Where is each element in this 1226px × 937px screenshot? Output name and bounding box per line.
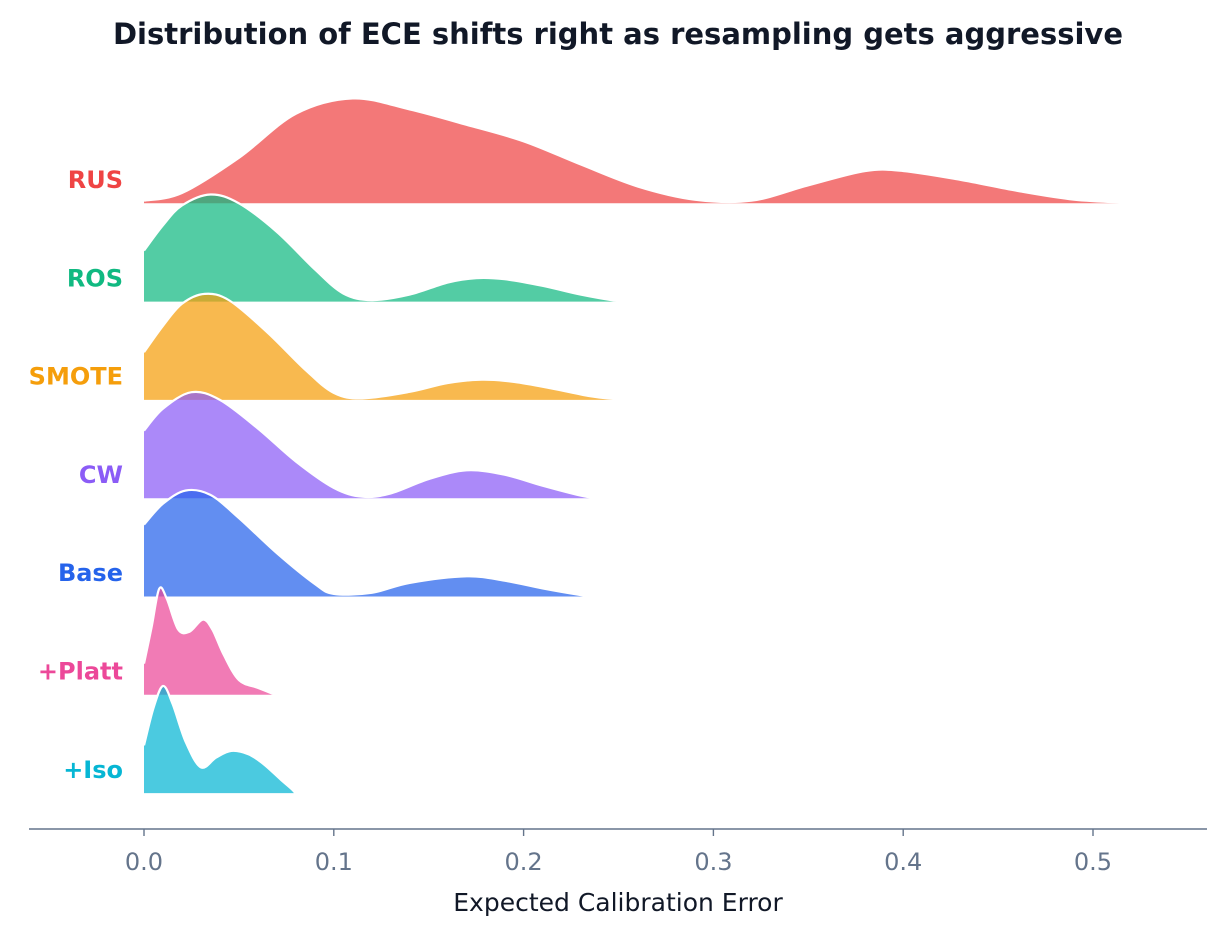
x-tick-label: 0.3 xyxy=(694,848,732,876)
ridge-outline-smote xyxy=(143,292,629,402)
row-label-base: Base xyxy=(58,559,123,587)
ridge-outline-iso xyxy=(142,684,297,795)
x-tick-label: 0.2 xyxy=(505,848,543,876)
ridge-outline-cw xyxy=(143,390,600,500)
ridge-area-rus xyxy=(144,98,1150,204)
x-axis-label: Expected Calibration Error xyxy=(453,888,783,917)
ridge-cw xyxy=(143,390,600,500)
ridge-area-smote xyxy=(144,293,628,401)
row-label-cw: CW xyxy=(79,461,123,489)
x-tick-label: 0.0 xyxy=(125,848,163,876)
ridge-area-base xyxy=(144,489,600,598)
ridge-outline-base xyxy=(143,488,600,599)
row-label-iso: +Iso xyxy=(63,756,123,784)
row-label-smote: SMOTE xyxy=(29,363,123,391)
row-label-ros: ROS xyxy=(67,264,123,292)
ridge-outline-ros xyxy=(143,193,638,304)
ridge-smote xyxy=(143,292,629,402)
ridge-outline-platt xyxy=(142,586,278,697)
ridge-area-platt xyxy=(144,587,277,696)
ridges xyxy=(142,97,1151,795)
ridge-platt xyxy=(142,586,278,697)
chart-title: Distribution of ECE shifts right as resa… xyxy=(113,17,1123,51)
ridge-base xyxy=(143,488,600,599)
x-tick-label: 0.4 xyxy=(884,848,922,876)
row-label-rus: RUS xyxy=(68,166,123,194)
ridge-rus xyxy=(143,97,1151,206)
row-labels: RUS ROS SMOTE CW Base +Platt +Iso xyxy=(29,166,123,784)
ridge-area-iso xyxy=(144,685,296,794)
ridge-ros xyxy=(143,193,638,304)
x-tick-label: 0.1 xyxy=(315,848,353,876)
row-label-platt: +Platt xyxy=(38,658,123,686)
ridge-outline-rus xyxy=(143,97,1151,206)
x-tick-label: 0.5 xyxy=(1074,848,1112,876)
ridge-iso xyxy=(142,684,297,795)
x-axis: 0.0 0.1 0.2 0.3 0.4 0.5 xyxy=(29,828,1207,876)
ridge-area-ros xyxy=(144,194,638,303)
